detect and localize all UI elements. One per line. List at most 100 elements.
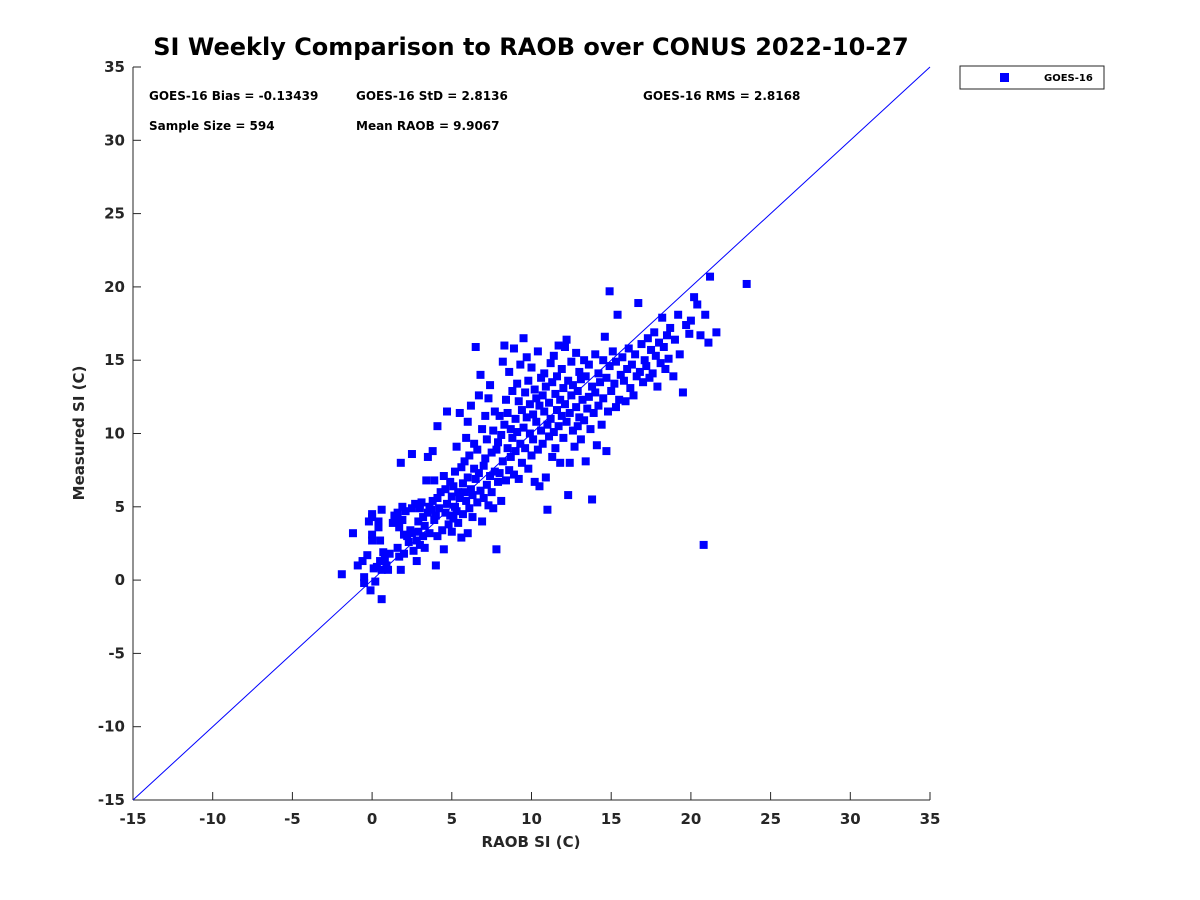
data-point (392, 515, 401, 524)
data-point (376, 536, 385, 545)
data-point (631, 350, 640, 359)
data-point (619, 376, 628, 385)
data-point (486, 381, 495, 390)
data-point (529, 435, 538, 444)
data-point (470, 464, 479, 473)
stat-mean-raob: Mean RAOB = 9.9067 (356, 119, 500, 133)
data-point (517, 406, 526, 415)
data-point (535, 401, 544, 410)
data-point (648, 369, 657, 378)
data-point (580, 416, 589, 425)
data-point (575, 413, 584, 422)
data-point (624, 344, 633, 353)
data-point (458, 510, 467, 519)
data-point (377, 565, 386, 574)
data-point (538, 391, 547, 400)
x-tick-label: 35 (920, 810, 941, 828)
data-point (549, 351, 558, 360)
data-point (516, 439, 525, 448)
data-point (602, 373, 611, 382)
data-point (600, 332, 609, 341)
data-point (368, 530, 377, 539)
data-point (455, 494, 464, 503)
data-point (581, 372, 590, 381)
data-point (450, 502, 459, 511)
data-point (466, 401, 475, 410)
data-point (621, 397, 630, 406)
data-point (368, 510, 377, 519)
data-point (605, 287, 614, 296)
data-point (393, 508, 402, 517)
data-point (476, 370, 485, 379)
data-point (599, 394, 608, 403)
data-point (428, 496, 437, 505)
data-point (522, 413, 531, 422)
data-point (551, 444, 560, 453)
data-point (573, 386, 582, 395)
y-tick-label: 0 (115, 571, 125, 589)
data-point (594, 401, 603, 410)
data-point (455, 408, 464, 417)
stat-rms: GOES-16 RMS = 2.8168 (643, 89, 800, 103)
data-point (509, 470, 518, 479)
data-point (549, 428, 558, 437)
data-point (430, 515, 439, 524)
data-point (423, 452, 432, 461)
data-point (446, 477, 455, 486)
data-point (658, 313, 667, 322)
scatter-points (337, 272, 751, 604)
data-point (653, 382, 662, 391)
data-point (447, 527, 456, 536)
data-point (489, 426, 498, 435)
data-point (554, 422, 563, 431)
data-point (443, 499, 452, 508)
data-point (482, 435, 491, 444)
data-point (489, 504, 498, 513)
data-point (494, 477, 503, 486)
data-point (479, 494, 488, 503)
data-point (611, 403, 620, 412)
data-point (706, 272, 715, 281)
data-point (427, 505, 436, 514)
data-point (415, 504, 424, 513)
data-point (454, 488, 463, 497)
x-tick-label: 30 (840, 810, 861, 828)
data-point (655, 338, 664, 347)
data-point (358, 557, 367, 566)
data-point (419, 532, 428, 541)
data-point (666, 323, 675, 332)
data-point (554, 341, 563, 350)
data-point (478, 425, 487, 434)
data-point (430, 476, 439, 485)
data-point (495, 469, 504, 478)
data-point (521, 388, 530, 397)
data-point (538, 439, 547, 448)
data-point (366, 586, 375, 595)
data-point (650, 328, 659, 337)
data-point (398, 515, 407, 524)
data-point (494, 438, 503, 447)
data-point (560, 400, 569, 409)
data-point (452, 442, 461, 451)
legend: GOES-16 (959, 65, 1105, 90)
x-tick-label: 10 (521, 810, 542, 828)
data-point (701, 310, 710, 319)
data-point (414, 517, 423, 526)
data-point (578, 395, 587, 404)
data-point (353, 561, 362, 570)
data-point (610, 379, 619, 388)
y-tick-label: 5 (115, 498, 125, 516)
data-point (490, 407, 499, 416)
data-point (541, 473, 550, 482)
data-point (457, 533, 466, 542)
data-point (479, 461, 488, 470)
data-point (431, 561, 440, 570)
data-point (447, 492, 456, 501)
data-point (532, 394, 541, 403)
data-point (500, 341, 509, 350)
data-point (443, 407, 452, 416)
y-tick-label: 30 (104, 131, 125, 149)
data-point (466, 485, 475, 494)
data-point (425, 529, 434, 538)
